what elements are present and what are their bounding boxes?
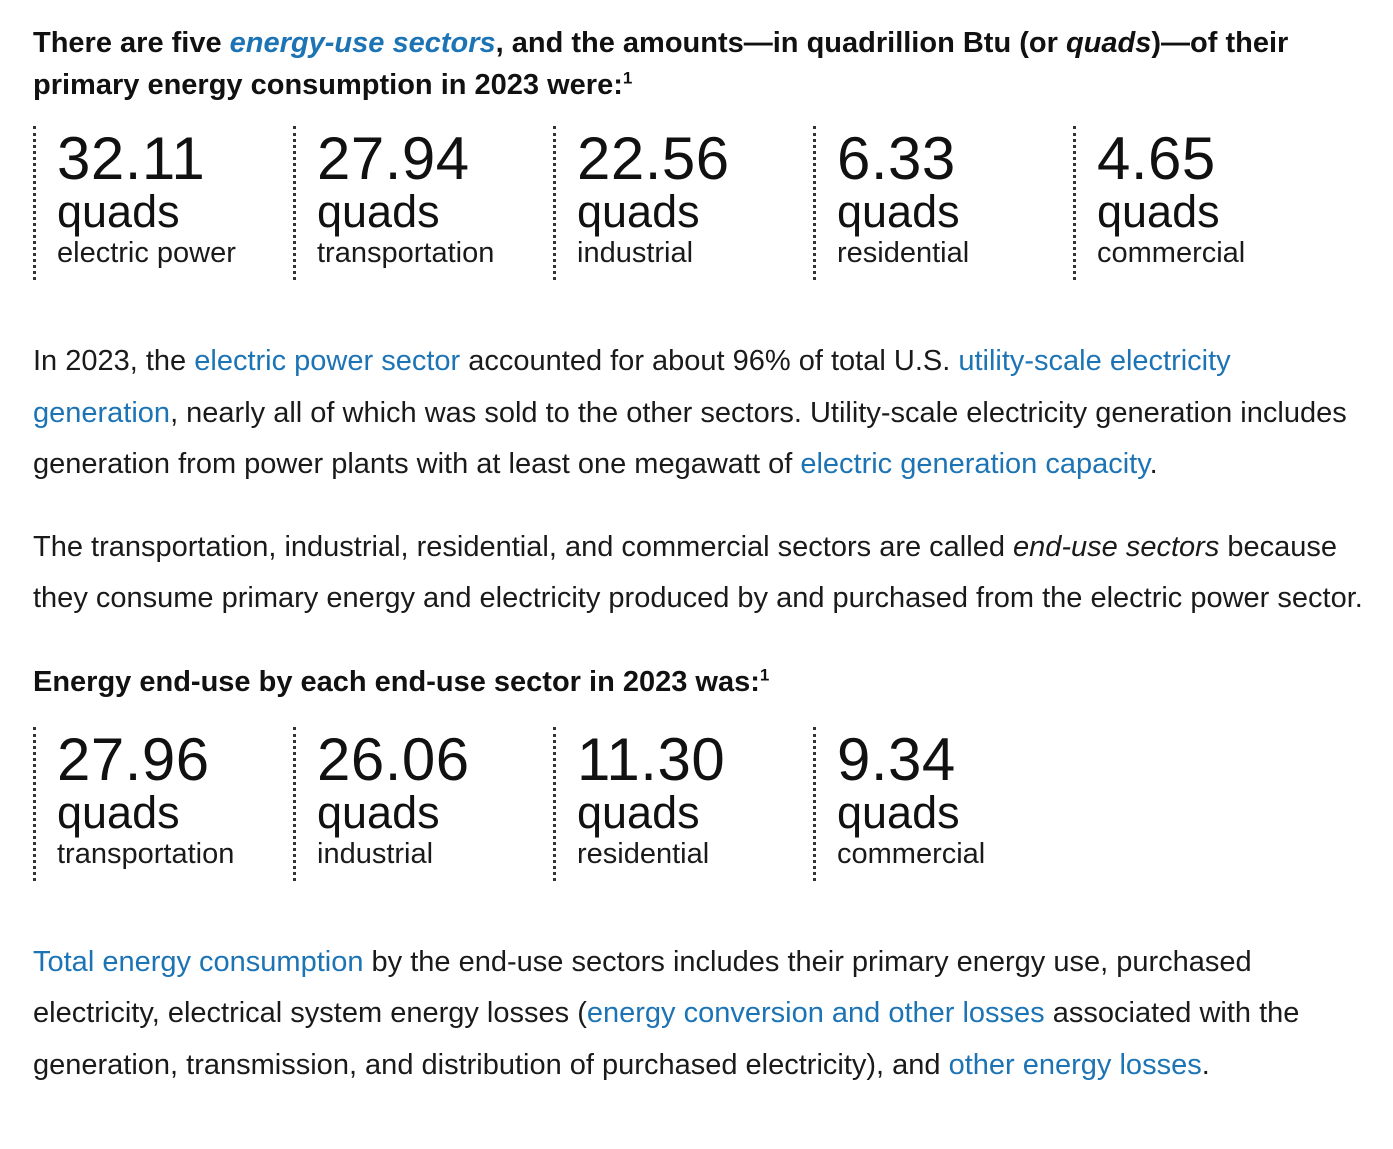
stat-unit: quads — [317, 786, 440, 838]
stat-residential: 6.33 quads residential — [813, 126, 1073, 280]
paragraph-text: In 2023, the — [33, 345, 195, 377]
conversion-losses-link[interactable]: energy conversion and other losses — [586, 997, 1045, 1029]
electric-power-sector-link[interactable]: electric power sector — [194, 345, 461, 377]
heading-text: Energy end-use by each end-use sector in… — [33, 665, 760, 698]
paragraph-text: . — [1149, 448, 1158, 480]
stat-commercial: 9.34 quads commercial — [813, 725, 1073, 881]
stat-label: transportation — [317, 237, 495, 269]
stat-residential: 11.30 quads residential — [553, 725, 813, 881]
stat-value: 27.94 — [317, 125, 470, 192]
primary-stats: 32.11 quads electric power 27.94 quads t… — [33, 126, 1363, 280]
total-energy-consumption-link[interactable]: Total energy consumption — [33, 945, 364, 978]
end-use-paragraph: The transportation, industrial, resident… — [33, 522, 1363, 625]
stat-unit: quads — [1097, 186, 1220, 237]
stat-transportation: 27.94 quads transportation — [293, 126, 553, 280]
stat-label: residential — [577, 837, 710, 870]
footnote-marker[interactable]: 1 — [759, 664, 770, 684]
stat-value: 26.06 — [317, 725, 470, 793]
primary-consumption-heading: There are five energy-use sectors, and t… — [33, 22, 1363, 106]
stat-label: transportation — [57, 837, 235, 870]
stat-value: 6.33 — [837, 125, 956, 192]
stat-electric-power: 32.11 quads electric power — [33, 126, 293, 280]
paragraph-text: accounted for about 96% of total U.S. — [460, 345, 959, 377]
heading-text: There are five — [33, 27, 230, 59]
stat-value: 27.96 — [57, 725, 210, 793]
footnote-marker[interactable]: 1 — [622, 68, 633, 88]
paragraph-text: , nearly all of which was sold to the ot… — [33, 396, 1347, 481]
stat-unit: quads — [57, 786, 180, 838]
stat-value: 4.65 — [1097, 125, 1216, 192]
stat-value: 32.11 — [57, 125, 206, 192]
heading-text: , and the amounts—in quadrillion Btu (or — [495, 27, 1066, 59]
paragraph-text: . — [1201, 1048, 1210, 1081]
paragraph-italic: end-use sectors — [1013, 530, 1220, 563]
paragraph-text: because they consume primary energy and … — [33, 530, 1363, 615]
end-use-stats: 27.96 quads transportation 26.06 quads i… — [33, 725, 1363, 881]
stat-label: commercial — [837, 837, 986, 870]
heading-italic: quads — [1065, 27, 1152, 59]
other-energy-losses-link[interactable]: other energy losses — [948, 1048, 1202, 1081]
stat-value: 9.34 — [837, 725, 956, 793]
energy-use-sectors-link[interactable]: energy-use sectors — [229, 27, 496, 59]
stat-value: 11.30 — [577, 725, 726, 793]
utility-scale-generation-link[interactable]: utility-scale electricity generation — [33, 345, 1231, 429]
end-use-heading: Energy end-use by each end-use sector in… — [33, 661, 1363, 703]
stat-commercial: 4.65 quads commercial — [1073, 126, 1333, 280]
stat-industrial: 26.06 quads industrial — [293, 725, 553, 881]
stat-label: commercial — [1097, 237, 1246, 269]
stat-transportation: 27.96 quads transportation — [33, 725, 293, 881]
stat-unit: quads — [837, 786, 960, 838]
stat-unit: quads — [837, 186, 960, 237]
stat-unit: quads — [317, 186, 440, 237]
paragraph-text: The transportation, industrial, resident… — [33, 530, 1014, 563]
article-body: There are five energy-use sectors, and t… — [33, 22, 1363, 1091]
generation-capacity-link[interactable]: electric generation capacity — [800, 448, 1150, 480]
stat-label: residential — [837, 237, 970, 269]
total-consumption-paragraph: Total energy consumption by the end-use … — [33, 937, 1363, 1092]
paragraph-text: by the end-use sectors includes their pr… — [33, 945, 1252, 1030]
electric-power-paragraph: In 2023, the electric power sector accou… — [33, 336, 1363, 491]
stat-label: industrial — [317, 837, 434, 870]
stat-unit: quads — [577, 786, 700, 838]
stat-value: 22.56 — [577, 125, 730, 192]
stat-unit: quads — [577, 186, 700, 237]
stat-label: electric power — [57, 237, 236, 269]
stat-label: industrial — [577, 237, 694, 269]
stat-industrial: 22.56 quads industrial — [553, 126, 813, 280]
heading-text: )—of their primary energy consumption in… — [33, 27, 1289, 101]
stat-unit: quads — [57, 186, 180, 237]
paragraph-text: associated with the generation, transmis… — [33, 997, 1300, 1081]
